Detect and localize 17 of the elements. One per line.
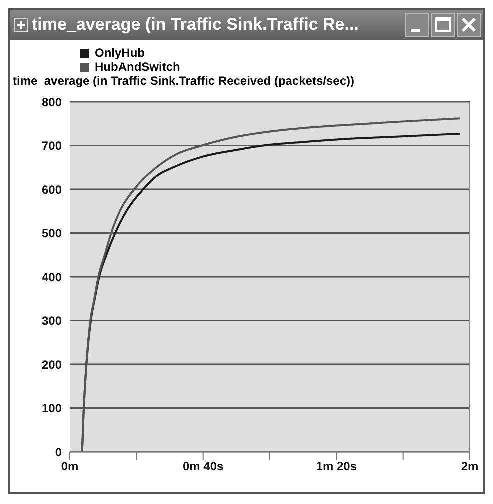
y-tick-label: 500 xyxy=(42,226,62,241)
x-tick-label: 0m 40s xyxy=(182,460,224,474)
y-tick-label: 700 xyxy=(42,139,62,154)
y-tick-label: 0 xyxy=(55,445,62,460)
y-tick-label: 800 xyxy=(42,95,62,110)
y-tick-label: 300 xyxy=(42,314,62,328)
y-tick-label: 200 xyxy=(42,358,62,372)
x-tick-label: 1m 20s xyxy=(316,460,358,474)
y-tick-label: 100 xyxy=(42,402,62,416)
x-tick-label: 2m xyxy=(461,460,479,474)
legend-label: HubAndSwitch xyxy=(94,60,180,74)
chart-title: time_average (in Traffic Sink.Traffic Re... xyxy=(32,15,360,35)
y-tick-label: 400 xyxy=(42,270,62,284)
y-tick-label: 600 xyxy=(42,182,62,197)
x-tick-label: 0m xyxy=(61,460,79,474)
y-axis-title: time_average (in Traffic Sink.Traffic Received (packets/sec)) xyxy=(13,74,354,88)
legend-label: OnlyHub xyxy=(94,46,146,60)
